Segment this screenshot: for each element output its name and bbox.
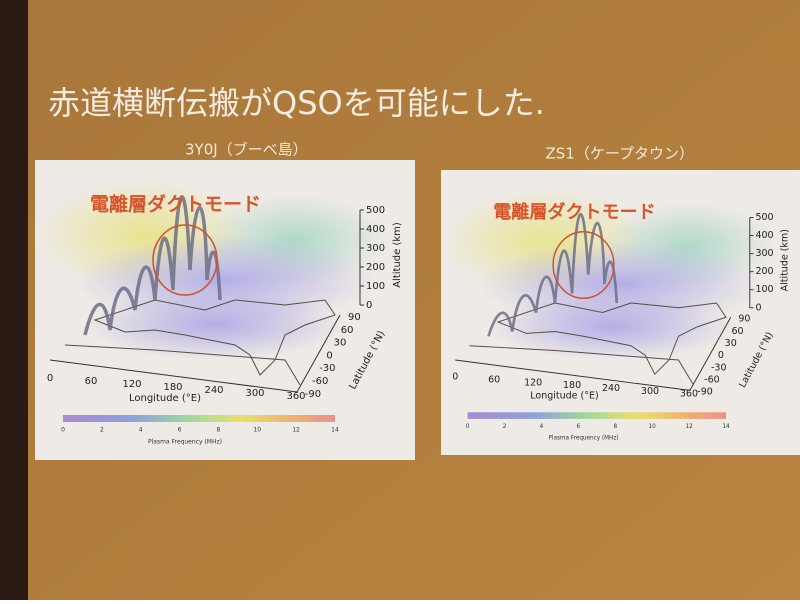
lon-tick-label: 0 [452,372,458,383]
lon-axis-label: Longitude (°E) [129,393,201,404]
map-outline [469,302,727,384]
colorbar-tick-label: 6 [178,427,182,434]
highlight-circle [152,224,218,296]
alt-tick-label: 400 [755,230,773,241]
alt-tick-label: 300 [366,243,385,254]
lon-tick-label: 60 [488,374,500,385]
colorbar-tick-label: 12 [292,427,300,434]
lon-axis [49,359,298,393]
lat-tick-label: 90 [348,312,361,323]
lon-axis [455,359,690,391]
lon-tick-label: 0 [47,373,53,384]
lat-tick-label: 0 [718,350,724,361]
colorbar-tick-label: 10 [253,427,261,434]
lat-tick-label: 60 [341,325,354,336]
colorbar-tick-label: 6 [577,424,581,430]
lon-tick-label: 120 [122,379,141,390]
plasma-blob [85,290,345,360]
alt-tick-label: 500 [755,212,773,223]
colorbar-tick-label: 0 [466,424,470,430]
plasma-blob [488,293,736,360]
lon-tick-label: 300 [245,388,264,399]
lat-tick-label: 30 [334,338,347,349]
lat-tick-label: -90 [697,387,713,398]
lat-tick-label: -60 [704,374,720,385]
panel-caption: ZS1（ケープタウン） [546,145,694,163]
colorbar-tick-label: 2 [503,424,507,430]
colorbar-tick-label: 10 [649,424,657,430]
annotation: 電離層ダクトモード [90,193,261,216]
lat-tick-label: -60 [312,376,328,387]
alt-tick-label: 500 [366,205,385,216]
lon-tick-label: 240 [602,383,620,394]
lat-tick-label: 60 [732,326,744,337]
lon-tick-label: 360 [286,391,305,402]
lon-tick-label: 180 [163,382,182,393]
lon-tick-label: 180 [563,380,581,391]
lat-tick-label: 90 [738,314,750,325]
lat-tick-label: -30 [711,362,727,373]
alt-tick-label: 0 [366,300,372,311]
lon-tick-label: 120 [524,377,542,388]
colorbar-tick-label: 12 [685,424,693,430]
alt-tick-label: 400 [366,224,385,235]
colorbar [63,415,335,422]
alt-tick-label: 300 [755,248,773,259]
colorbar-tick-label: 8 [613,424,617,430]
slide-title: 赤道横断伝搬がQSOを可能にした. [48,84,545,122]
colorbar-tick-label: 14 [331,427,339,434]
lat-tick-label: -30 [319,363,335,374]
alt-tick-label: 200 [366,262,385,273]
propagation-path [487,212,619,337]
map-outline [64,299,336,386]
colorbar-tick-label: 4 [139,427,143,434]
lon-tick-label: 300 [641,386,659,397]
colorbar-label: Plasma Frequency (MHz) [548,435,618,441]
lon-axis-label: Longitude (°E) [530,391,598,402]
colorbar-tick-label: 14 [722,424,730,430]
alt-axis-label: Altitude (km) [779,229,790,291]
panel-caption: 3Y0J（ブーベ島） [185,141,308,159]
lat-tick-label: -90 [305,389,321,400]
alt-tick-label: 0 [755,302,761,313]
lat-axis [296,314,341,393]
alt-tick-label: 200 [755,266,773,277]
alt-axis-label: Altitude (km) [392,222,403,288]
lon-tick-label: 360 [680,389,698,400]
highlight-circle [552,231,615,299]
colorbar-tick-label: 2 [100,427,104,434]
lon-tick-label: 240 [204,385,223,396]
lat-axis [689,317,732,391]
lat-tick-label: 0 [326,350,332,361]
colorbar-label: Plasma Frequency (MHz) [148,439,222,446]
colorbar-tick-label: 0 [61,427,65,434]
alt-tick-label: 100 [755,284,773,295]
colorbar [467,412,726,419]
colorbar-tick-label: 4 [540,424,544,430]
annotation: 電離層ダクトモード [493,201,655,223]
lon-tick-label: 60 [85,376,98,387]
colorbar-tick-label: 8 [217,427,221,434]
lat-tick-label: 30 [725,338,737,349]
alt-tick-label: 100 [366,281,385,292]
